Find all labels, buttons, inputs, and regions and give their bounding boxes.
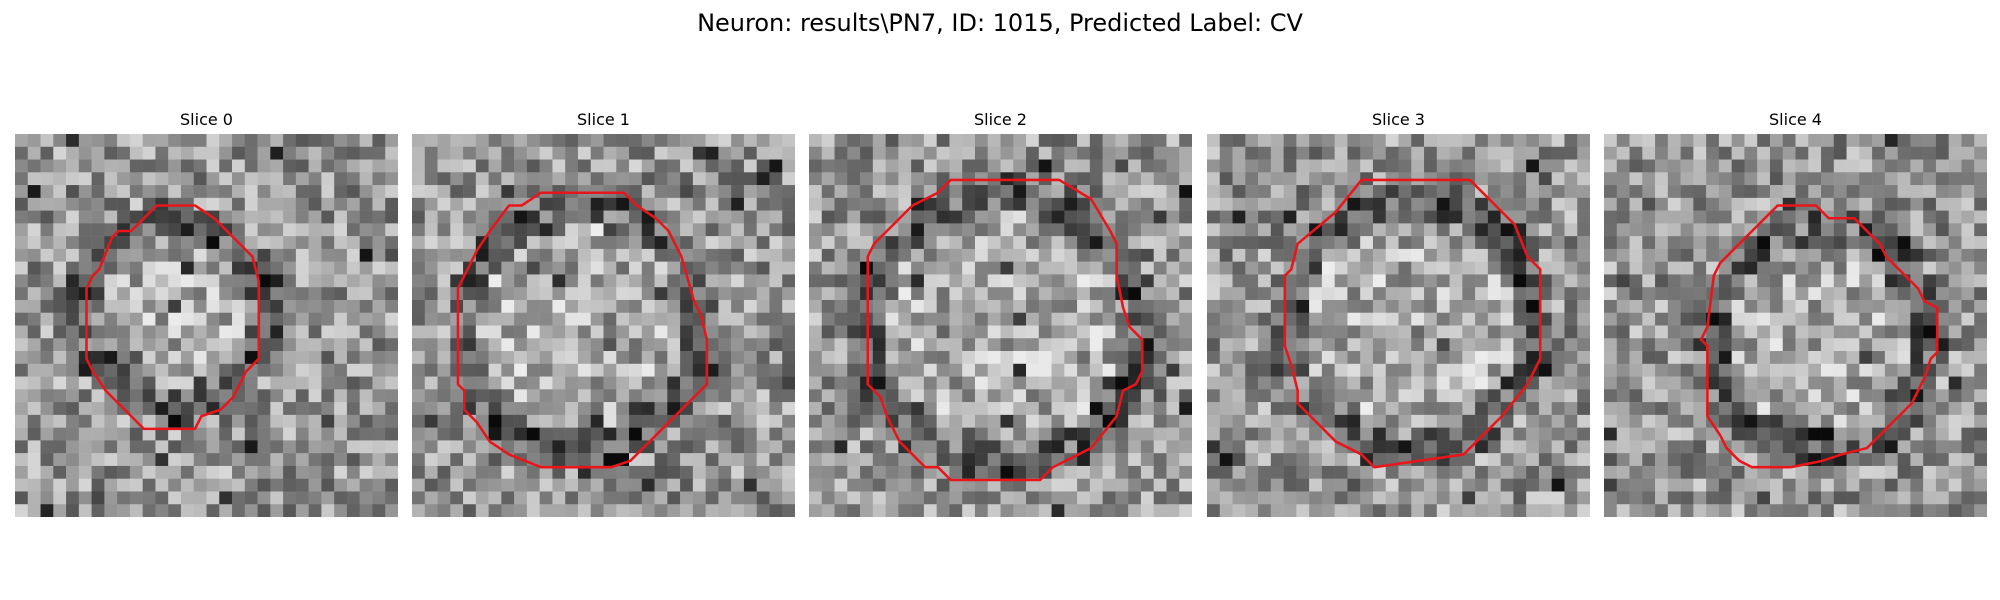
pixel-grid bbox=[1207, 134, 1590, 517]
contour-outline bbox=[85, 204, 261, 431]
contour-outline bbox=[1283, 178, 1542, 469]
pixel-grid bbox=[809, 134, 1192, 517]
contour-outline bbox=[1699, 204, 1939, 469]
slice-image bbox=[412, 134, 795, 517]
pixel-grid bbox=[15, 134, 398, 517]
figure-title: Neuron: results\PN7, ID: 1015, Predicted… bbox=[697, 9, 1303, 37]
slice-image bbox=[1604, 134, 1987, 517]
contour-outline bbox=[866, 178, 1144, 482]
slice-image bbox=[1207, 134, 1590, 517]
slice-title: Slice 3 bbox=[1372, 110, 1425, 129]
slice-title: Slice 1 bbox=[577, 110, 630, 129]
slice-title: Slice 2 bbox=[974, 110, 1027, 129]
slice-image bbox=[809, 134, 1192, 517]
pixel-grid bbox=[412, 134, 795, 517]
slice-title: Slice 4 bbox=[1769, 110, 1822, 129]
slice-title: Slice 0 bbox=[180, 110, 233, 129]
contour-outline bbox=[456, 191, 709, 469]
slice-image bbox=[15, 134, 398, 517]
pixel-grid bbox=[1604, 134, 1987, 517]
